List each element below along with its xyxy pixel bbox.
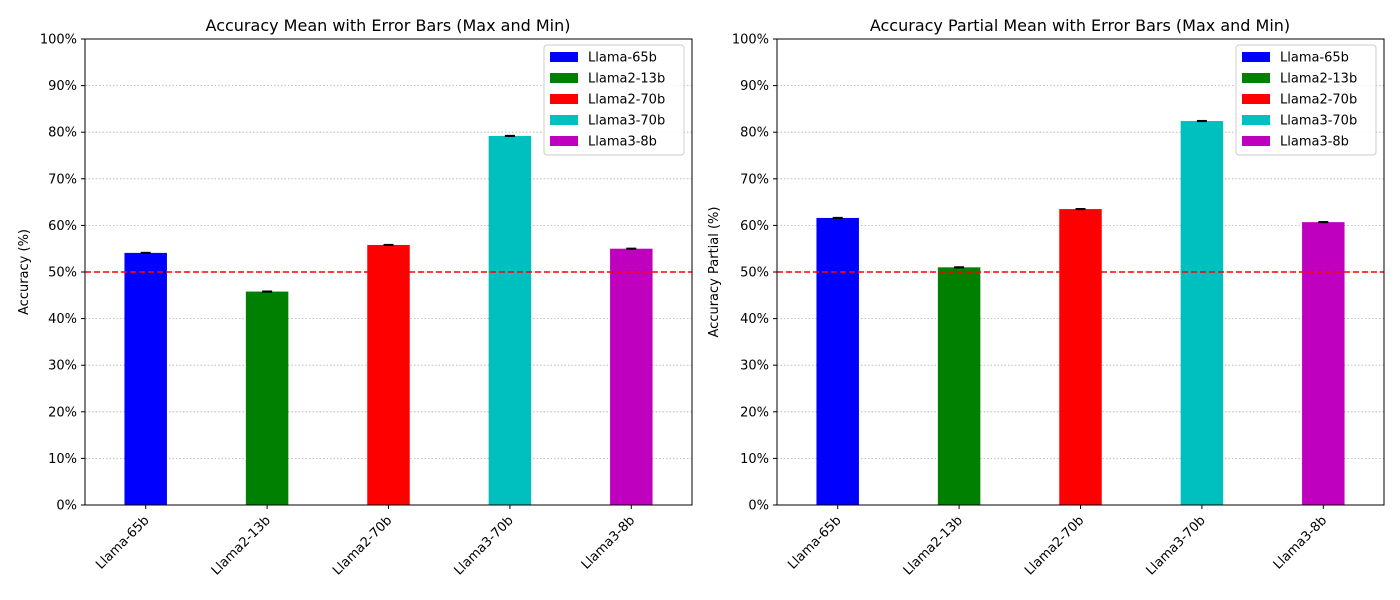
error-bar bbox=[262, 290, 273, 293]
bar-llama2-13b bbox=[245, 291, 289, 505]
x-tick-label: Llama2-70b bbox=[1022, 513, 1087, 578]
legend-label: Llama-65b bbox=[588, 51, 657, 66]
bar-llama3-70b bbox=[1180, 121, 1224, 506]
x-tick-label: Llama-65b bbox=[93, 513, 152, 572]
x-tick-label: Llama3-8b bbox=[579, 513, 638, 572]
legend-label: Llama2-70b bbox=[1280, 93, 1357, 108]
y-tick-label: 80% bbox=[740, 126, 769, 141]
y-axis-label: Accuracy Partial (%) bbox=[707, 207, 722, 338]
legend-label: Llama3-8b bbox=[1280, 135, 1349, 150]
legend-swatch bbox=[1242, 73, 1270, 83]
y-tick-label: 50% bbox=[48, 266, 77, 281]
y-tick-label: 90% bbox=[740, 79, 769, 94]
y-tick-label: 80% bbox=[48, 126, 77, 141]
error-bar bbox=[954, 266, 965, 269]
y-tick-label: 0% bbox=[56, 499, 77, 514]
legend-swatch bbox=[1242, 94, 1270, 104]
y-tick-label: 60% bbox=[740, 219, 769, 234]
error-bar bbox=[140, 251, 151, 254]
bar-llama-65b bbox=[816, 217, 859, 505]
legend-swatch bbox=[1242, 115, 1270, 125]
legend-label: Llama2-13b bbox=[588, 72, 665, 87]
y-tick-label: 70% bbox=[740, 172, 769, 187]
x-tick-label: Llama2-13b bbox=[209, 513, 274, 578]
error-bar bbox=[1196, 119, 1207, 123]
bar-llama2-70b bbox=[367, 244, 410, 506]
legend-swatch bbox=[1242, 136, 1270, 146]
x-tick-label: Llama2-70b bbox=[330, 513, 395, 578]
y-tick-label: 90% bbox=[48, 79, 77, 94]
accuracy-chart: 0% 10% 20% 30% 40% 50% 60% 70% 80% 90% 100% Llama-6… bbox=[17, 16, 693, 578]
y-tick-label: 40% bbox=[48, 312, 77, 327]
y-tick-label: 30% bbox=[740, 359, 769, 374]
error-bar bbox=[626, 247, 637, 250]
y-tick-label: 50% bbox=[740, 266, 769, 281]
x-tick-label: Llama2-13b bbox=[901, 513, 966, 578]
accuracy-partial-chart: 0% 10% 20% 30% 40% 50% 60% 70% 80% 90% 100% Llama-6… bbox=[707, 16, 1385, 578]
error-bar bbox=[504, 134, 515, 137]
y-tick-label: 100% bbox=[40, 33, 77, 48]
bar-llama3-8b bbox=[610, 248, 653, 505]
legend-label: Llama3-70b bbox=[588, 114, 665, 129]
x-tick-label: Llama3-70b bbox=[1144, 513, 1209, 578]
x-tick-label: Llama3-70b bbox=[452, 513, 517, 578]
chart-title: Accuracy Partial Mean with Error Bars (M… bbox=[870, 16, 1290, 35]
bar-llama2-13b bbox=[937, 267, 981, 505]
legend-label: Llama-65b bbox=[1280, 51, 1349, 66]
x-tick-label: Llama-65b bbox=[785, 513, 844, 572]
legend: Llama-65b Llama2-13b Llama2-70b Llama3-70b L… bbox=[543, 44, 685, 156]
legend-swatch bbox=[1242, 52, 1270, 62]
bar-llama2-70b bbox=[1059, 209, 1102, 505]
legend-swatch bbox=[550, 52, 578, 62]
legend-label: Llama3-8b bbox=[588, 135, 657, 150]
error-bar bbox=[832, 216, 843, 220]
bar-llama-65b bbox=[124, 252, 167, 505]
legend-box bbox=[1235, 44, 1377, 156]
legend-box bbox=[543, 44, 685, 156]
chart-title: Accuracy Mean with Error Bars (Max and M… bbox=[206, 16, 571, 35]
y-tick-label: 70% bbox=[48, 172, 77, 187]
legend: Llama-65b Llama2-13b Llama2-70b Llama3-70b L… bbox=[1235, 44, 1377, 156]
y-tick-label: 10% bbox=[48, 452, 77, 467]
y-tick-label: 20% bbox=[48, 405, 77, 420]
x-tick-label: Llama3-8b bbox=[1271, 513, 1330, 572]
legend-swatch bbox=[550, 94, 578, 104]
legend-swatch bbox=[550, 115, 578, 125]
legend-label: Llama2-70b bbox=[588, 93, 665, 108]
y-tick-label: 20% bbox=[740, 405, 769, 420]
error-bar bbox=[1318, 221, 1329, 224]
y-axis-label: Accuracy (%) bbox=[17, 229, 32, 315]
legend-label: Llama3-70b bbox=[1280, 114, 1357, 129]
y-tick-label: 30% bbox=[48, 359, 77, 374]
y-tick-label: 10% bbox=[740, 452, 769, 467]
legend-swatch bbox=[550, 136, 578, 146]
y-tick-label: 40% bbox=[740, 312, 769, 327]
error-bar bbox=[383, 243, 394, 247]
legend-label: Llama2-13b bbox=[1280, 72, 1357, 87]
bar-llama3-70b bbox=[488, 135, 532, 506]
error-bar bbox=[1075, 208, 1086, 211]
y-tick-label: 100% bbox=[732, 33, 769, 48]
y-tick-label: 60% bbox=[48, 219, 77, 234]
legend-swatch bbox=[550, 73, 578, 83]
bar-llama3-8b bbox=[1302, 222, 1345, 505]
y-tick-label: 0% bbox=[748, 499, 769, 514]
